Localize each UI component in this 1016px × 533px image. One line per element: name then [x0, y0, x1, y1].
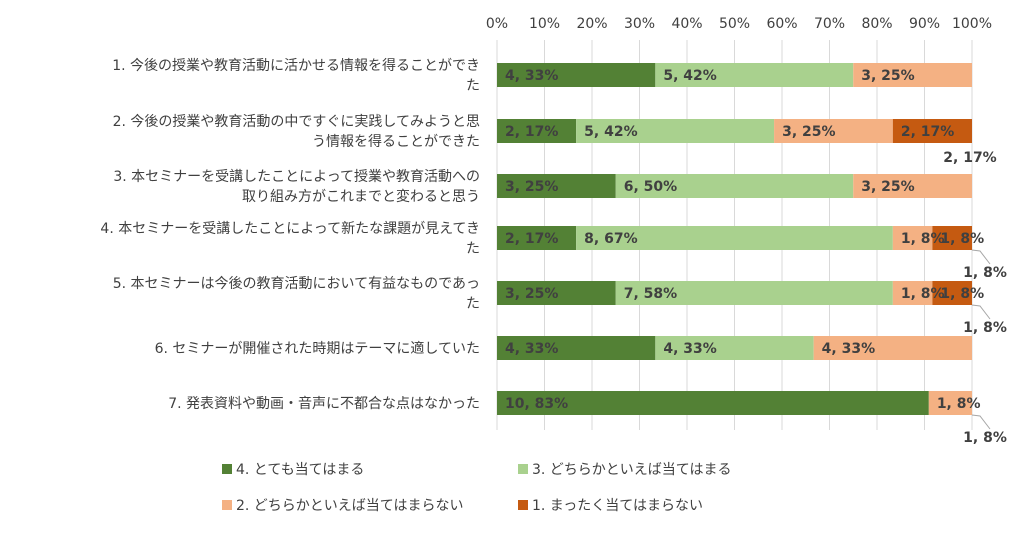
bar-segment [853, 174, 972, 198]
bar-segment [932, 281, 972, 305]
legend: 4. とても当てはまる 3. どちらかといえば当てはまる 2. どちらかといえば当て… [222, 462, 732, 514]
data-label: 1, 8% [940, 286, 984, 302]
category-label: 取り組み方がこれまでと変わると思う [242, 188, 480, 205]
x-tick-label: 50% [719, 16, 750, 32]
x-tick-label: 40% [671, 16, 702, 32]
bar-segment [615, 281, 893, 305]
x-axis-tick-labels: 0% 10% 20% 30% 40% 50% 60% 70% 80% 90% 100% [486, 16, 992, 32]
x-tick-label: 100% [952, 16, 992, 32]
category-label: た [466, 241, 480, 257]
bar-segment [497, 391, 929, 415]
category-label: う情報を得ることができた [312, 133, 480, 150]
bar-segment [892, 119, 972, 143]
category-label: 1. 今後の授業や教育活動に活かせる情報を得ることができ [112, 57, 480, 74]
data-label: 3, 25% [505, 286, 558, 302]
data-label: 1, 8% [901, 286, 945, 302]
data-label: 10, 83% [505, 396, 568, 412]
data-label: 4, 33% [822, 341, 875, 357]
category-label: 3. 本セミナーを受講したことによって授業や教育活動への [113, 169, 480, 185]
data-label: 4, 33% [505, 68, 558, 84]
category-label: 4. 本セミナーを受講したことによって新たな課題が見えてき [100, 221, 480, 237]
bar-segment [892, 281, 933, 305]
category-label: 2. 今後の授業や教育活動の中ですぐに実践してみようと思 [113, 114, 480, 130]
legend-label: 3. どちらかといえば当てはまる [532, 462, 732, 478]
bar-segment [497, 174, 616, 198]
data-label: 1, 8% [901, 231, 945, 247]
x-tick-label: 70% [814, 16, 845, 32]
category-label: た [466, 78, 480, 94]
bar-segment [928, 391, 972, 415]
category-label: 6. セミナーが開催された時期はテーマに適していた [155, 340, 480, 357]
data-label: 3, 25% [861, 68, 914, 84]
legend-label: 4. とても当てはまる [236, 462, 364, 478]
legend-swatch [222, 500, 232, 510]
outside-data-label: 1, 8% [963, 265, 1007, 281]
data-label: 1, 8% [940, 231, 984, 247]
legend-swatch [518, 464, 528, 474]
outside-data-label: 2, 17% [943, 150, 996, 166]
bar-segment [655, 336, 814, 360]
data-label: 6, 50% [624, 179, 677, 195]
bar-segment [853, 63, 972, 87]
category-label: 5. 本セミナーは今後の教育活動において有益なものであっ [113, 276, 480, 292]
outside-data-labels: 2, 17% 1, 8% 1, 8% 1, 8% [943, 150, 1007, 446]
legend-swatch [518, 500, 528, 510]
bar-segment [892, 226, 933, 250]
data-label: 3, 25% [782, 124, 835, 140]
leader-line [971, 414, 991, 430]
data-label: 4, 33% [505, 341, 558, 357]
bar-segment [655, 63, 854, 87]
leader-line [971, 249, 991, 265]
x-tick-label: 20% [576, 16, 607, 32]
leader-line [971, 304, 991, 320]
bar-segment [774, 119, 893, 143]
bar-segment [497, 63, 656, 87]
data-label: 5, 42% [663, 68, 716, 84]
data-label: 4, 33% [663, 341, 716, 357]
data-label: 5, 42% [584, 124, 637, 140]
x-tick-label: 80% [861, 16, 892, 32]
x-tick-label: 10% [529, 16, 560, 32]
bar-segment [615, 174, 854, 198]
bar-segment [576, 119, 775, 143]
bar-segments [497, 63, 972, 415]
x-tick-label: 60% [766, 16, 797, 32]
bar-segment [497, 336, 656, 360]
bar-segment [497, 281, 616, 305]
category-label: 7. 発表資料や動画・音声に不都合な点はなかった [168, 395, 480, 412]
legend-label: 1. まったく当てはまらない [532, 498, 703, 514]
data-label: 3, 25% [861, 179, 914, 195]
bar-segment [813, 336, 972, 360]
bar-segment [497, 119, 577, 143]
data-label: 2, 17% [505, 231, 558, 247]
data-label: 2, 17% [901, 124, 954, 140]
segment-data-labels: 4, 33% 5, 42% 3, 25% 2, 17% 5, 42% 3, 25% 2, 1… [505, 68, 984, 412]
data-label: 2, 17% [505, 124, 558, 140]
bar-segment [576, 226, 893, 250]
data-label: 7, 58% [624, 286, 677, 302]
outside-data-label: 1, 8% [963, 320, 1007, 336]
x-tick-label: 0% [486, 16, 508, 32]
x-tick-label: 30% [624, 16, 655, 32]
legend-swatch [222, 464, 232, 474]
data-label: 3, 25% [505, 179, 558, 195]
outside-data-label: 1, 8% [963, 430, 1007, 446]
bar-segment [932, 226, 972, 250]
data-label: 8, 67% [584, 231, 637, 247]
category-label: た [466, 296, 480, 312]
x-tick-label: 90% [909, 16, 940, 32]
bar-segment [497, 226, 577, 250]
data-label: 1, 8% [937, 396, 981, 412]
legend-label: 2. どちらかといえば当てはまらない [236, 498, 464, 514]
